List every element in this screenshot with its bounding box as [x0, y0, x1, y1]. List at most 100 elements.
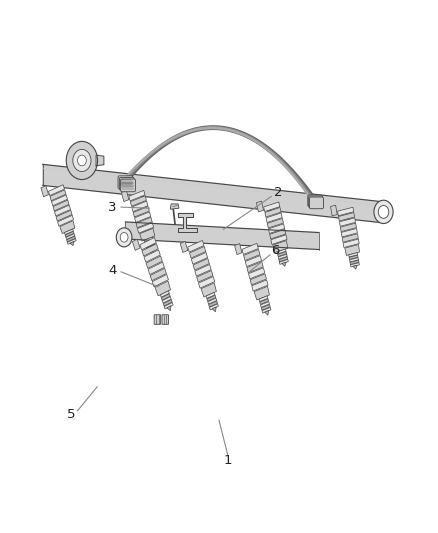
Circle shape	[374, 200, 393, 223]
Polygon shape	[245, 256, 261, 266]
Polygon shape	[188, 240, 204, 252]
Polygon shape	[145, 242, 155, 247]
Polygon shape	[273, 240, 288, 253]
Polygon shape	[201, 283, 216, 297]
Polygon shape	[349, 255, 358, 260]
Circle shape	[66, 141, 98, 180]
Circle shape	[78, 155, 86, 166]
Polygon shape	[260, 298, 268, 304]
Polygon shape	[277, 249, 286, 254]
Polygon shape	[136, 217, 152, 228]
Polygon shape	[339, 218, 356, 227]
Polygon shape	[340, 223, 357, 232]
Polygon shape	[138, 223, 154, 233]
Polygon shape	[140, 238, 156, 250]
Polygon shape	[133, 206, 149, 217]
Polygon shape	[279, 257, 288, 262]
Circle shape	[120, 232, 128, 242]
Polygon shape	[144, 250, 160, 262]
Polygon shape	[142, 244, 158, 256]
Polygon shape	[170, 204, 179, 209]
Polygon shape	[155, 281, 170, 296]
Polygon shape	[256, 201, 264, 212]
Polygon shape	[278, 252, 286, 256]
Polygon shape	[167, 306, 171, 311]
Polygon shape	[49, 185, 64, 196]
FancyBboxPatch shape	[118, 176, 133, 189]
Polygon shape	[162, 297, 171, 303]
Polygon shape	[152, 274, 169, 287]
Polygon shape	[208, 301, 218, 307]
FancyBboxPatch shape	[120, 179, 135, 192]
Polygon shape	[67, 239, 76, 244]
Polygon shape	[278, 254, 287, 259]
Circle shape	[73, 149, 91, 172]
Polygon shape	[350, 263, 359, 267]
Polygon shape	[250, 274, 266, 285]
Polygon shape	[65, 231, 74, 237]
Text: 6: 6	[272, 244, 280, 257]
Polygon shape	[353, 265, 357, 269]
Polygon shape	[41, 185, 49, 197]
Text: 5: 5	[67, 408, 75, 422]
Polygon shape	[212, 307, 216, 312]
Polygon shape	[282, 262, 286, 266]
Polygon shape	[331, 205, 337, 216]
Polygon shape	[265, 310, 269, 315]
Circle shape	[378, 205, 389, 219]
Polygon shape	[145, 239, 154, 245]
Polygon shape	[180, 241, 188, 253]
Polygon shape	[271, 235, 287, 245]
Polygon shape	[149, 250, 154, 254]
Polygon shape	[244, 249, 260, 261]
Polygon shape	[345, 245, 360, 255]
Polygon shape	[259, 296, 268, 302]
Polygon shape	[343, 239, 359, 247]
Text: 4: 4	[108, 264, 117, 277]
FancyBboxPatch shape	[154, 315, 161, 324]
Polygon shape	[43, 164, 380, 222]
Text: 2: 2	[273, 186, 282, 199]
Polygon shape	[193, 259, 209, 270]
Polygon shape	[338, 207, 353, 216]
Polygon shape	[268, 224, 285, 233]
Polygon shape	[270, 229, 286, 239]
Polygon shape	[242, 244, 258, 254]
Polygon shape	[66, 234, 75, 239]
Polygon shape	[129, 190, 145, 201]
Polygon shape	[252, 280, 268, 291]
Polygon shape	[339, 213, 355, 221]
Polygon shape	[247, 262, 263, 273]
Polygon shape	[52, 195, 67, 206]
Polygon shape	[178, 214, 197, 232]
Polygon shape	[197, 271, 213, 282]
Polygon shape	[70, 241, 74, 246]
Polygon shape	[96, 155, 104, 166]
Polygon shape	[209, 304, 219, 310]
Polygon shape	[264, 202, 280, 212]
Polygon shape	[266, 213, 282, 222]
Polygon shape	[160, 291, 169, 297]
Polygon shape	[191, 253, 208, 264]
Polygon shape	[198, 277, 215, 288]
Polygon shape	[67, 236, 75, 242]
FancyBboxPatch shape	[119, 177, 134, 190]
Polygon shape	[57, 215, 74, 226]
FancyBboxPatch shape	[308, 195, 322, 207]
Polygon shape	[349, 253, 357, 257]
Polygon shape	[279, 260, 288, 264]
Polygon shape	[195, 264, 211, 276]
FancyBboxPatch shape	[310, 197, 323, 209]
Polygon shape	[60, 221, 75, 233]
Text: 3: 3	[108, 200, 117, 214]
Polygon shape	[132, 201, 148, 212]
FancyBboxPatch shape	[162, 315, 169, 324]
Polygon shape	[125, 222, 319, 249]
Polygon shape	[64, 229, 73, 235]
Polygon shape	[50, 190, 66, 201]
Polygon shape	[146, 256, 162, 268]
Polygon shape	[265, 207, 281, 217]
Polygon shape	[267, 219, 283, 228]
Polygon shape	[56, 210, 72, 221]
Polygon shape	[207, 295, 216, 301]
